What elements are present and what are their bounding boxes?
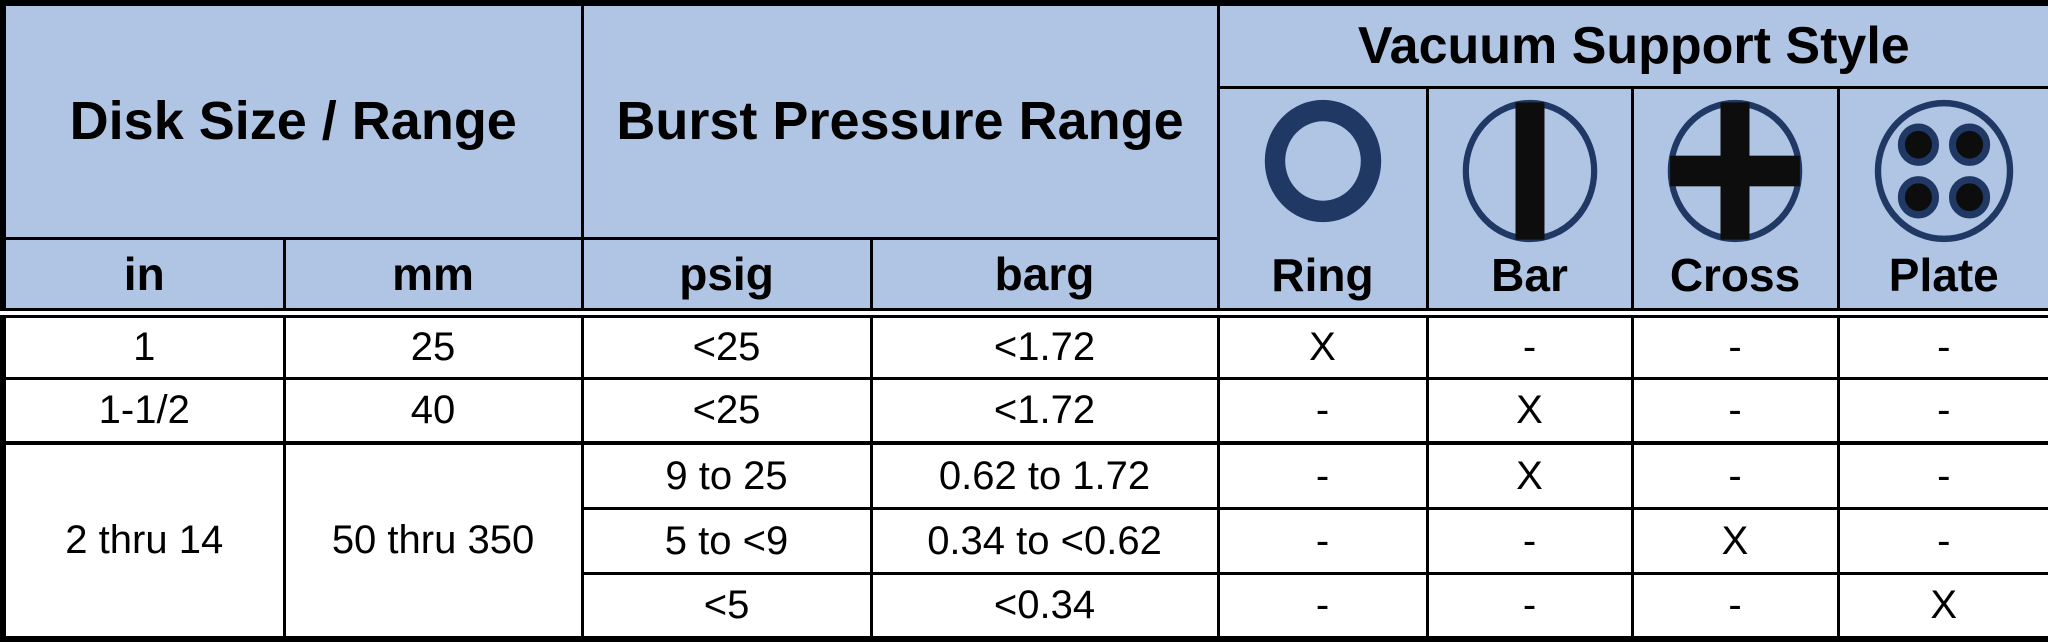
mark-cell-ring: -: [1216, 572, 1429, 641]
table-row: 2 thru 14 50 thru 350 9 to 25 0.62 to 1.…: [1, 441, 2048, 641]
data-cell-psig: <25: [580, 307, 873, 380]
mark-cell-bar: -: [1425, 506, 1634, 576]
data-cell-barg: <0.34: [869, 572, 1220, 641]
mark-cell-bar: X: [1425, 441, 1634, 510]
sub-header-in: in: [1, 236, 286, 318]
sub-header-barg: barg: [869, 236, 1220, 318]
mark-cell-plate: -: [1836, 506, 2048, 576]
data-cell-barg: 0.34 to <0.62: [869, 506, 1220, 576]
data-cell-barg: <1.72: [869, 307, 1220, 380]
plate-icon: [1873, 98, 2015, 244]
bar-icon: [1461, 98, 1599, 244]
mark-cell-plate: -: [1836, 307, 2048, 380]
mark-cell-bar: -: [1425, 572, 1634, 641]
data-cell-in: 1-1/2: [1, 376, 286, 445]
mark-cell-cross: -: [1630, 376, 1840, 445]
data-cell-barg: <1.72: [869, 376, 1220, 445]
sub-header-psig: psig: [580, 236, 873, 318]
mark-cell-ring: -: [1216, 376, 1429, 445]
vacuum-style-bar-cell: Bar: [1425, 85, 1634, 315]
disk-size-range-header: Disk Size / Range: [1, 1, 584, 240]
mark-cell-ring: -: [1216, 441, 1429, 510]
mark-cell-bar: -: [1425, 307, 1634, 380]
mark-cell-cross: -: [1630, 441, 1840, 510]
data-cell-in: 1: [1, 307, 286, 380]
vacuum-support-style-header: Vacuum Support Style: [1216, 1, 2048, 89]
vacuum-style-cross-cell: Cross: [1630, 85, 1840, 315]
data-cell-mm: 25: [282, 307, 584, 380]
mark-cell-plate: -: [1836, 376, 2048, 445]
table-row: <5 <0.34 - - - X: [3, 572, 2048, 641]
bar-label: Bar: [1491, 249, 1568, 302]
data-cell-psig: <5: [580, 572, 873, 641]
ring-icon: [1263, 98, 1383, 224]
vacuum-style-ring-cell: Ring: [1216, 85, 1429, 315]
mark-cell-ring: -: [1216, 506, 1429, 576]
mark-cell-plate: X: [1836, 572, 2048, 641]
data-cell-psig: 5 to <9: [580, 506, 873, 576]
table-row: 5 to <9 0.34 to <0.62 - - X -: [3, 506, 2048, 576]
mark-cell-cross: -: [1630, 307, 1840, 380]
data-cell-mm-merged: 50 thru 350: [282, 441, 584, 641]
mark-cell-bar: X: [1425, 376, 1634, 445]
mark-cell-plate: -: [1836, 441, 2048, 510]
data-cell-mm: 40: [282, 376, 584, 445]
data-cell-psig: <25: [580, 376, 873, 445]
data-cell-in-merged: 2 thru 14: [1, 441, 286, 641]
vacuum-style-plate-cell: Plate: [1836, 85, 2048, 315]
mark-cell-cross: -: [1630, 572, 1840, 641]
data-cell-barg: 0.62 to 1.72: [869, 441, 1220, 510]
sub-header-mm: mm: [282, 236, 584, 318]
data-cell-psig: 9 to 25: [580, 441, 873, 510]
cross-icon: [1666, 98, 1804, 244]
table-row: 1 25 <25 <1.72 X - - -: [1, 307, 2048, 380]
mark-cell-cross: X: [1630, 506, 1840, 576]
cross-label: Cross: [1669, 249, 1801, 302]
table-row: 1-1/2 40 <25 <1.72 - X - -: [1, 376, 2048, 445]
burst-pressure-range-header: Burst Pressure Range: [580, 1, 1220, 240]
plate-label: Plate: [1888, 249, 1999, 302]
mark-cell-ring: X: [1216, 307, 1429, 380]
ring-label: Ring: [1271, 249, 1374, 302]
